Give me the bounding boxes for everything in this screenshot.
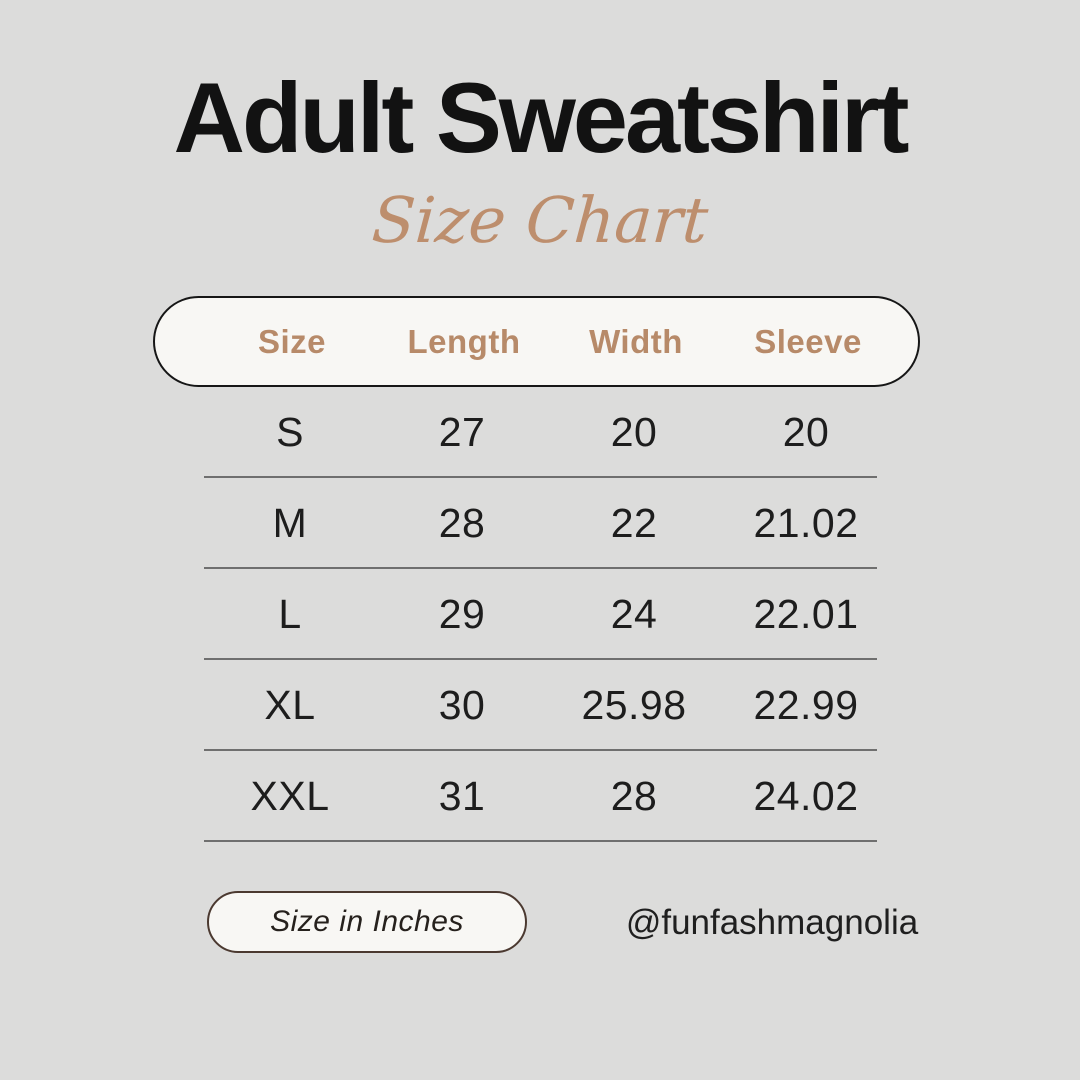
- page-title: Adult Sweatshirt: [173, 62, 909, 173]
- cell-l-sleeve: 22.01: [753, 591, 859, 637]
- column-header-sleeve: Sleeve: [754, 322, 862, 360]
- table-header-pill: Size Length Width Sleeve: [153, 296, 920, 387]
- table-row-s: S 27 20 20: [204, 387, 892, 478]
- cell-s-sleeve: 20: [782, 409, 830, 455]
- size-table-body: S 27 20 20 M 28 22 21.02 L 29 24 22.01 X…: [204, 387, 892, 842]
- cell-l-width: 24: [610, 591, 658, 637]
- cell-xxl-sleeve: 24.02: [753, 773, 859, 819]
- cell-xxl-size: XXL: [250, 773, 330, 819]
- table-row-xl: XL 30 25.98 22.99: [204, 660, 892, 751]
- table-header-row: Size Length Width Sleeve: [206, 298, 894, 385]
- cell-m-length: 28: [438, 500, 486, 546]
- size-unit-label: Size in Inches: [270, 905, 464, 938]
- cell-l-length: 29: [438, 591, 486, 637]
- table-row-xxl: XXL 31 28 24.02: [204, 751, 892, 842]
- cell-m-sleeve: 21.02: [753, 500, 859, 546]
- cell-m-width: 22: [610, 500, 658, 546]
- column-header-length: Length: [407, 322, 521, 360]
- column-header-size: Size: [257, 322, 327, 360]
- cell-xxl-length: 31: [438, 773, 486, 819]
- cell-xxl-width: 28: [610, 773, 658, 819]
- cell-xl-width: 25.98: [581, 682, 687, 728]
- size-unit-badge: Size in Inches: [207, 891, 527, 953]
- cell-xl-size: XL: [264, 682, 316, 728]
- cell-s-width: 20: [610, 409, 658, 455]
- page-subtitle: Size Chart: [369, 184, 711, 257]
- table-row-l: L 29 24 22.01: [204, 569, 892, 660]
- cell-s-length: 27: [438, 409, 486, 455]
- cell-xl-length: 30: [438, 682, 486, 728]
- column-header-width: Width: [589, 322, 683, 360]
- cell-l-size: L: [278, 591, 302, 637]
- cell-s-size: S: [276, 409, 304, 455]
- social-handle: @funfashmagnolia: [625, 903, 919, 942]
- cell-xl-sleeve: 22.99: [753, 682, 859, 728]
- cell-m-size: M: [272, 500, 308, 546]
- table-row-m: M 28 22 21.02: [204, 478, 892, 569]
